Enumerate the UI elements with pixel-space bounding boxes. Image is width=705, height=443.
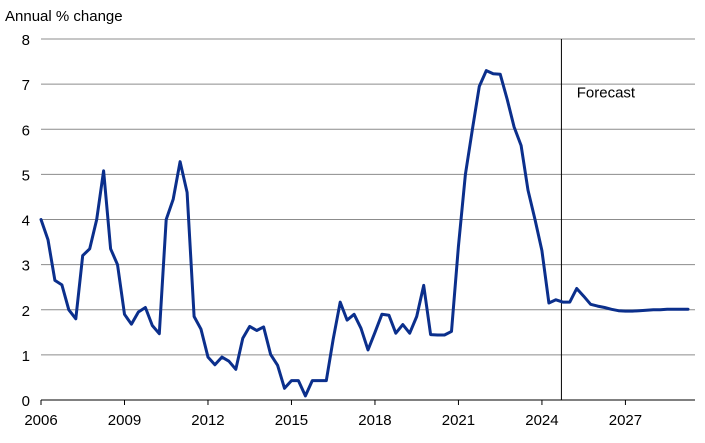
x-tick-label: 2021 [442, 412, 475, 429]
x-axis-ticks: 2006 2009 2012 2015 2018 2021 2024 2027 [24, 400, 642, 429]
y-tick-label: 2 [22, 303, 30, 320]
y-axis-label: Annual % change [5, 8, 123, 25]
x-tick-label: 2018 [358, 412, 391, 429]
y-tick-label: 5 [22, 167, 30, 184]
x-tick-label: 2009 [108, 412, 141, 429]
y-tick-label: 6 [22, 122, 30, 139]
forecast-annotation: Forecast [577, 85, 636, 102]
y-tick-label: 7 [22, 77, 30, 94]
series-line [39, 69, 690, 398]
y-tick-label: 8 [22, 32, 30, 49]
y-tick-label: 1 [22, 348, 30, 365]
y-tick-label: 4 [22, 213, 30, 230]
x-tick-label: 2012 [191, 412, 224, 429]
x-tick-label: 2006 [24, 412, 57, 429]
x-tick-label: 2024 [525, 412, 558, 429]
annotations: Forecast [577, 85, 636, 102]
y-tick-label: 3 [22, 258, 30, 275]
gridlines [41, 38, 695, 401]
x-tick-label: 2015 [275, 412, 308, 429]
y-tick-label: 0 [22, 393, 30, 410]
x-tick-label: 2027 [609, 412, 642, 429]
series-layer [39, 69, 690, 398]
y-axis-ticks: 0 1 2 3 4 5 6 7 8 [22, 32, 30, 410]
